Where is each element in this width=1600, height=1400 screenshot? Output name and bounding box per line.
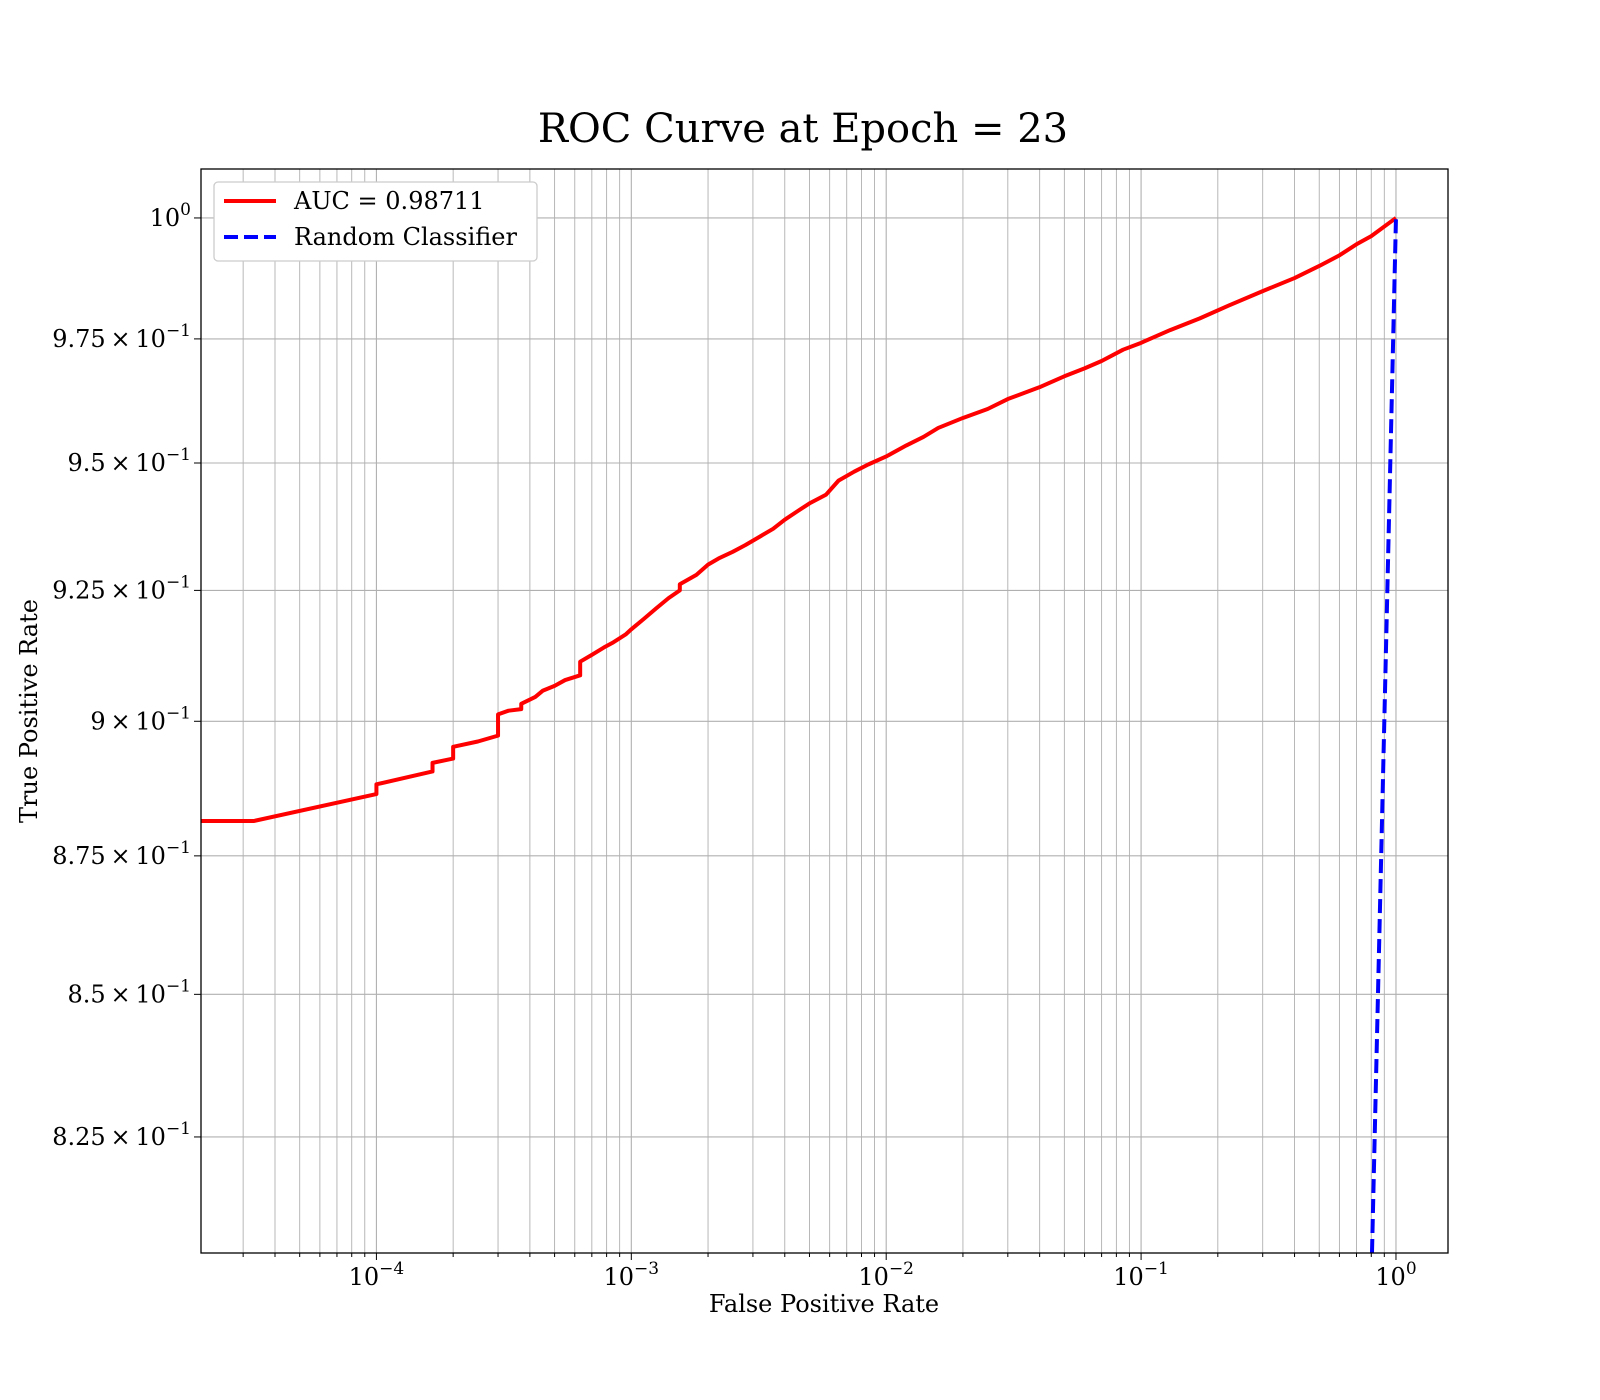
x-tick-label: 10−4 xyxy=(349,1259,405,1291)
y-tick-label: 8.75 × 10−1 xyxy=(52,838,191,870)
y-tick-label: 9.5 × 10−1 xyxy=(68,445,191,477)
random-classifier-line xyxy=(1369,217,1398,1253)
x-tick-label: 10−2 xyxy=(858,1259,914,1291)
x-tick-label: 10−1 xyxy=(1113,1259,1169,1291)
series-layer xyxy=(201,216,1398,1253)
y-axis-label: True Positive Rate xyxy=(15,599,43,823)
legend: AUC = 0.98711 Random Classifier xyxy=(213,181,538,262)
y-tick-label: 9.25 × 10−1 xyxy=(52,572,191,604)
x-axis-ticks: 10−4 10−3 10−2 10−1 100 xyxy=(242,1253,1417,1291)
legend-box xyxy=(213,181,538,262)
grid-lines xyxy=(201,169,1448,1253)
chart-title: ROC Curve at Epoch = 23 xyxy=(538,106,1068,152)
roc-curve-line xyxy=(201,216,1398,824)
legend-label-auc: AUC = 0.98711 xyxy=(293,187,485,215)
y-axis-ticks: 100 9.75 × 10−1 9.5 × 10−1 9.25 × 10−1 9 × 1… xyxy=(52,200,201,1151)
x-axis-label: False Positive Rate xyxy=(709,1290,939,1318)
plot-area-frame xyxy=(200,168,1449,1254)
x-tick-label: 100 xyxy=(1375,1259,1416,1291)
y-tick-label: 9 × 10−1 xyxy=(90,703,191,735)
y-tick-label: 8.25 × 10−1 xyxy=(52,1119,191,1151)
x-tick-label: 10−3 xyxy=(604,1259,660,1291)
y-tick-label: 9.75 × 10−1 xyxy=(52,321,191,353)
y-tick-label: 100 xyxy=(150,200,191,232)
legend-label-random: Random Classifier xyxy=(294,223,517,251)
y-tick-label: 8.5 × 10−1 xyxy=(68,976,191,1008)
